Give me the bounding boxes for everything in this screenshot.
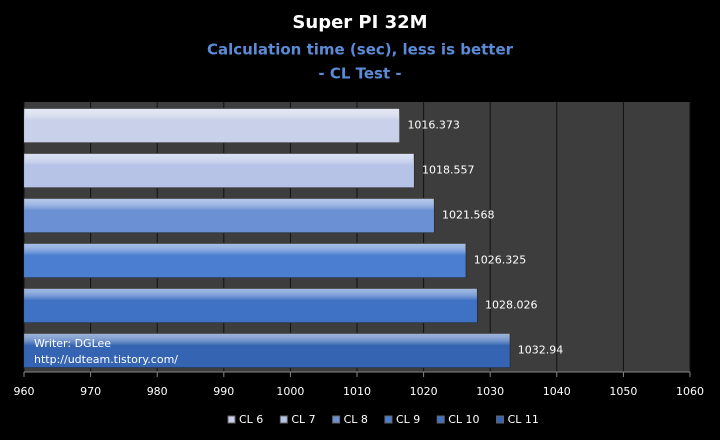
value-label: 1032.94 bbox=[518, 344, 564, 357]
annotation: http://udteam.tistory.com/ bbox=[34, 353, 178, 366]
x-tick-label: 980 bbox=[147, 385, 168, 398]
x-tick-label: 1010 bbox=[343, 385, 371, 398]
legend-marker bbox=[227, 415, 236, 424]
x-tick-label: 1040 bbox=[543, 385, 571, 398]
bar-shine bbox=[24, 198, 435, 233]
bar-shine bbox=[24, 243, 466, 278]
bar-shine bbox=[24, 333, 510, 368]
annotation: Writer: DGLee bbox=[34, 337, 111, 350]
legend-marker bbox=[332, 415, 341, 424]
x-tick-label: 960 bbox=[14, 385, 35, 398]
x-tick-label: 1050 bbox=[609, 385, 637, 398]
value-label: 1016.373 bbox=[407, 119, 460, 132]
bar-shine bbox=[24, 288, 478, 323]
x-tick-label: 1030 bbox=[476, 385, 504, 398]
legend-marker bbox=[279, 415, 288, 424]
legend-label: CL 11 bbox=[508, 413, 539, 426]
value-label: 1018.557 bbox=[422, 164, 475, 177]
legend-label: CL 10 bbox=[448, 413, 479, 426]
bar-shine bbox=[24, 153, 414, 188]
legend-label: CL 7 bbox=[291, 413, 315, 426]
legend-marker bbox=[384, 415, 393, 424]
x-tick-label: 1060 bbox=[676, 385, 704, 398]
value-label: 1026.325 bbox=[474, 254, 527, 267]
chart-subtitle: Calculation time (sec), less is better bbox=[207, 41, 514, 59]
chart-title: Super PI 32M bbox=[292, 12, 427, 33]
chart-subtitle: - CL Test - bbox=[318, 65, 401, 83]
value-label: 1028.026 bbox=[485, 299, 538, 312]
x-tick-label: 1000 bbox=[276, 385, 304, 398]
legend-marker bbox=[496, 415, 505, 424]
legend-marker bbox=[436, 415, 445, 424]
x-tick-label: 1020 bbox=[410, 385, 438, 398]
x-tick-label: 990 bbox=[213, 385, 234, 398]
legend-label: CL 6 bbox=[239, 413, 263, 426]
legend-label: CL 9 bbox=[396, 413, 420, 426]
value-label: 1021.568 bbox=[442, 209, 495, 222]
bar-shine bbox=[24, 108, 400, 143]
x-tick-label: 970 bbox=[80, 385, 101, 398]
legend-label: CL 8 bbox=[344, 413, 368, 426]
